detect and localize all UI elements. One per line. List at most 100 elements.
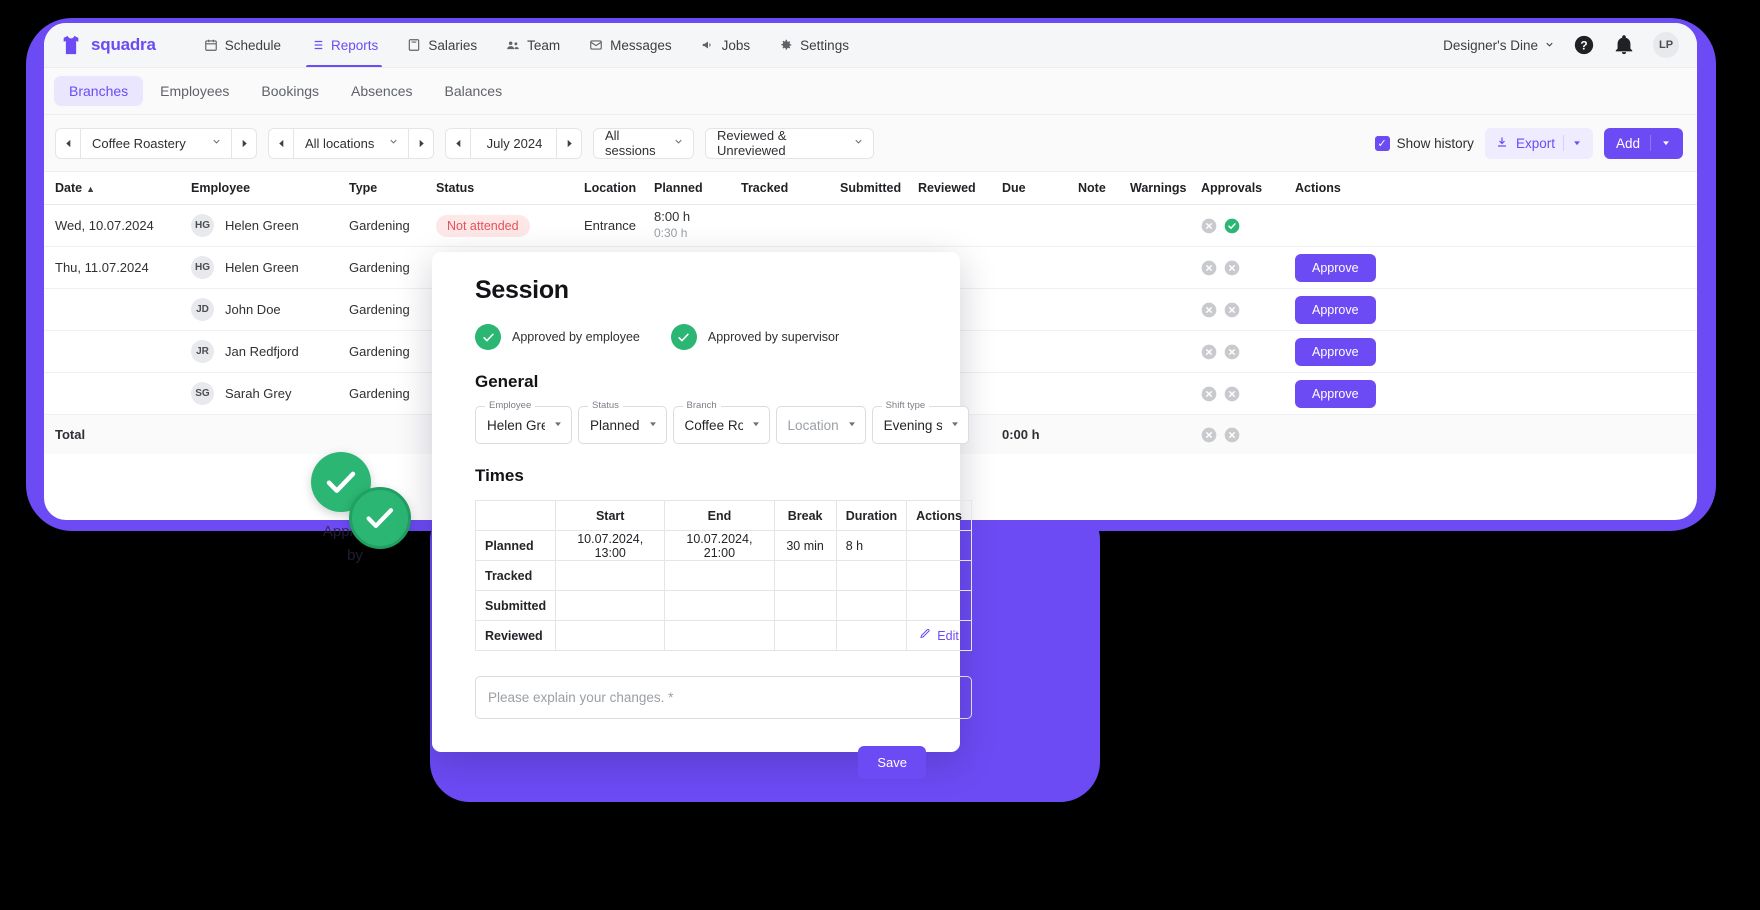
field-value: Helen Gre… xyxy=(487,417,545,433)
month-select[interactable]: July 2024 xyxy=(470,127,557,159)
sessions-select[interactable]: All sessions xyxy=(593,127,694,159)
approval-rejected-icon[interactable] xyxy=(1201,427,1217,443)
nav-item-settings[interactable]: Settings xyxy=(765,23,863,67)
bell-icon[interactable] xyxy=(1613,34,1635,56)
month-prev-button[interactable] xyxy=(445,127,470,159)
approval-rejected-icon[interactable] xyxy=(1224,344,1240,360)
tab-absences[interactable]: Absences xyxy=(351,83,413,99)
cell-status: Not attended xyxy=(436,214,584,237)
avatar: SG xyxy=(191,382,214,405)
column-header-planned[interactable]: Planned xyxy=(654,181,703,195)
cell-type: Gardening xyxy=(349,218,410,233)
nav-item-jobs[interactable]: Jobs xyxy=(687,23,765,67)
cell-type: Gardening xyxy=(349,302,410,317)
column-header-status[interactable]: Status xyxy=(436,181,475,195)
approval-rejected-icon[interactable] xyxy=(1224,427,1240,443)
approval-rejected-icon[interactable] xyxy=(1224,386,1240,402)
save-button[interactable]: Save xyxy=(858,746,926,779)
approve-button[interactable]: Approve xyxy=(1295,253,1376,282)
tab-employees[interactable]: Employees xyxy=(160,83,230,99)
column-header-actions[interactable]: Actions xyxy=(1295,181,1341,195)
approve-button[interactable]: Approve xyxy=(1295,379,1376,408)
location-select[interactable]: Location xyxy=(775,406,866,444)
approve-button[interactable]: Approve xyxy=(1295,337,1376,366)
decorative-check-badge-front xyxy=(349,487,411,549)
brand-name: squadra xyxy=(91,35,156,54)
approval-rejected-icon[interactable] xyxy=(1201,302,1217,318)
column-header-tracked[interactable]: Tracked xyxy=(741,181,789,195)
location-prev-button[interactable] xyxy=(268,127,293,159)
explain-changes-input[interactable]: Please explain your changes. * xyxy=(475,676,972,719)
approval-approved-icon[interactable] xyxy=(1224,218,1240,234)
month-next-button[interactable] xyxy=(557,127,582,159)
brand-logo[interactable]: squadra xyxy=(60,34,156,56)
location-select[interactable]: All locations xyxy=(293,127,409,159)
tab-bookings[interactable]: Bookings xyxy=(261,83,320,99)
modal-title: Session xyxy=(475,276,569,304)
explain-placeholder: Please explain your changes. * xyxy=(488,690,674,705)
times-end: 10.07.2024, 21:00 xyxy=(664,530,775,561)
column-header-submitted[interactable]: Submitted xyxy=(840,181,902,195)
edit-button[interactable]: Edit xyxy=(916,628,962,643)
add-label: Add xyxy=(1615,135,1640,151)
times-table: Start End Break Duration Actions Planned… xyxy=(474,500,972,651)
branch-select[interactable]: Coffee Roastery xyxy=(80,127,232,159)
approval-rejected-icon[interactable] xyxy=(1201,218,1217,234)
download-icon xyxy=(1496,136,1508,151)
approval-rejected-icon[interactable] xyxy=(1201,386,1217,402)
nav-label: Messages xyxy=(610,37,672,53)
column-header-approvals[interactable]: Approvals xyxy=(1201,181,1263,195)
export-button[interactable]: Export xyxy=(1484,127,1593,159)
org-switcher[interactable]: Designer's Dine xyxy=(1443,38,1555,53)
sort-asc-icon: ▲ xyxy=(86,184,96,194)
nav-item-messages[interactable]: Messages xyxy=(575,23,686,67)
approve-button[interactable]: Approve xyxy=(1295,295,1376,324)
nav-item-reports[interactable]: Reports xyxy=(296,23,392,67)
shift-type-select[interactable]: Shift type Evening s… xyxy=(871,400,969,444)
branch-select[interactable]: Branch Coffee Ro… xyxy=(672,400,770,444)
tab-branches[interactable]: Branches xyxy=(54,76,144,106)
times-row-planned: Planned 10.07.2024, 13:00 10.07.2024, 21… xyxy=(474,530,972,561)
avatar: HG xyxy=(191,256,214,279)
column-header-warnings[interactable]: Warnings xyxy=(1130,181,1187,195)
calendar-icon xyxy=(204,38,218,52)
branch-next-button[interactable] xyxy=(232,127,257,159)
review-state-select[interactable]: Reviewed & Unreviewed xyxy=(705,127,874,159)
employee-select[interactable]: Employee Helen Gre… xyxy=(475,400,572,444)
column-header-date[interactable]: Date ▲ xyxy=(55,181,191,195)
filter-bar: Coffee Roastery All locations xyxy=(44,115,1697,172)
help-circle-icon[interactable]: ? xyxy=(1573,34,1595,56)
employee-name: Helen Green xyxy=(225,218,299,233)
approval-rejected-icon[interactable] xyxy=(1201,260,1217,276)
approval-rejected-icon[interactable] xyxy=(1224,260,1240,276)
svg-text:?: ? xyxy=(1580,39,1587,53)
add-button[interactable]: Add xyxy=(1603,127,1683,159)
field-value: Planned xyxy=(590,417,640,433)
nav-item-salaries[interactable]: Salaries xyxy=(393,23,491,67)
location-next-button[interactable] xyxy=(409,127,434,159)
column-header-type[interactable]: Type xyxy=(349,181,378,195)
avatar[interactable]: LP xyxy=(1653,32,1679,58)
app-window: squadra Schedule Reports xyxy=(44,23,1697,520)
show-history-toggle[interactable]: ✓ Show history xyxy=(1374,135,1474,151)
column-header-due[interactable]: Due xyxy=(1002,181,1026,195)
general-fields: Employee Helen Gre… Status Planned Branc… xyxy=(475,400,969,444)
tab-balances[interactable]: Balances xyxy=(444,83,503,99)
branch-prev-button[interactable] xyxy=(55,127,80,159)
column-header-reviewed[interactable]: Reviewed xyxy=(918,181,976,195)
employee-name: Helen Green xyxy=(225,260,299,275)
column-header-note[interactable]: Note xyxy=(1078,181,1106,195)
times-row-label: Submitted xyxy=(474,590,557,621)
column-header-employee[interactable]: Employee xyxy=(191,181,251,195)
nav-item-schedule[interactable]: Schedule xyxy=(190,23,295,67)
avatar: HG xyxy=(191,214,214,237)
times-col-duration: Duration xyxy=(835,500,908,531)
column-header-location[interactable]: Location xyxy=(584,181,637,195)
nav-item-team[interactable]: Team xyxy=(492,23,574,67)
approval-rejected-icon[interactable] xyxy=(1201,344,1217,360)
times-end xyxy=(664,590,775,621)
approval-rejected-icon[interactable] xyxy=(1224,302,1240,318)
status-select[interactable]: Status Planned xyxy=(578,400,667,444)
table-row[interactable]: Wed, 10.07.2024 HG Helen Green Gardening… xyxy=(44,205,1697,247)
